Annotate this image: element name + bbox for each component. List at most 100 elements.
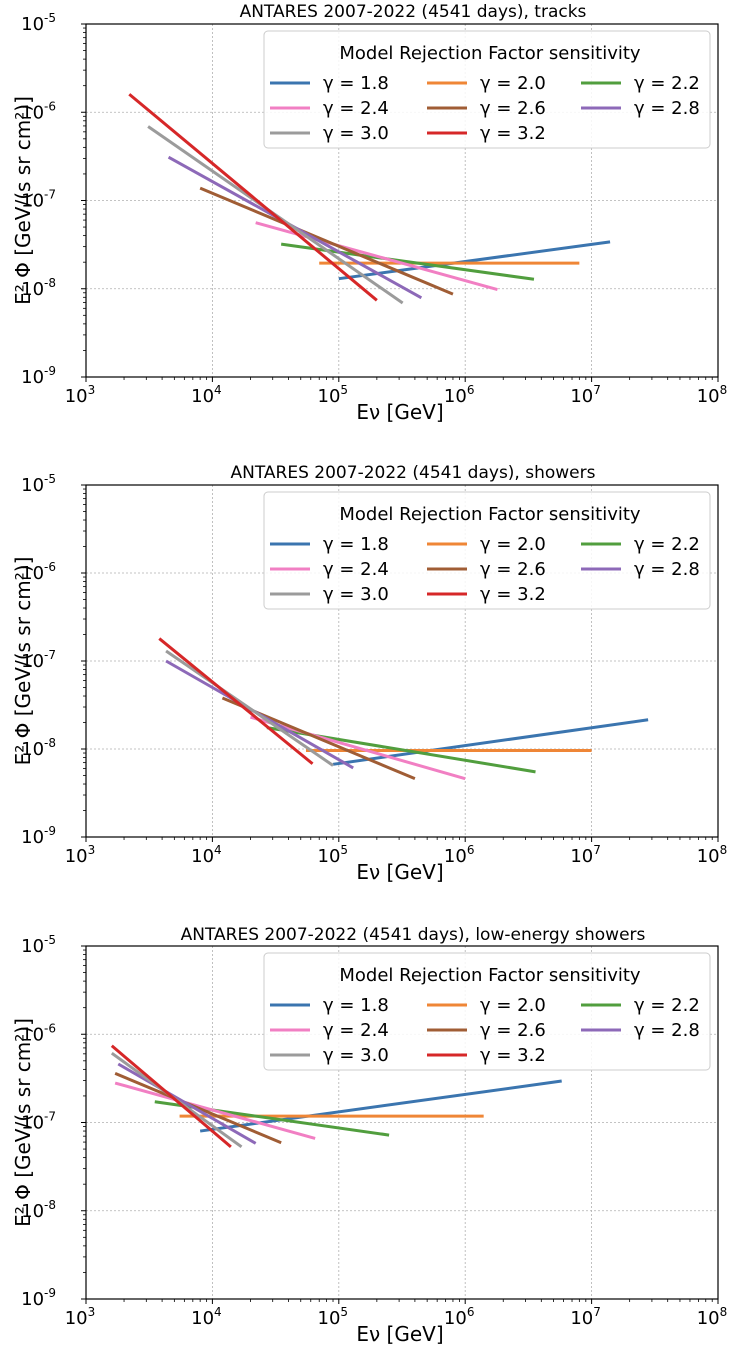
legend: Model Rejection Factor sensitivity γ = 1.… bbox=[263, 30, 711, 149]
y-tick-label: 10-5 bbox=[21, 11, 56, 35]
x-tick-label: 104 bbox=[191, 383, 222, 407]
showers-panel: ANTARES 2007-2022 (4541 days), showers 10… bbox=[11, 463, 727, 884]
legend-item: γ = 2.4 bbox=[270, 559, 389, 580]
series-group bbox=[128, 93, 611, 305]
series-line-gamma-3-0 bbox=[165, 649, 334, 767]
legend-item: γ = 2.6 bbox=[427, 98, 546, 119]
legend-item: γ = 3.0 bbox=[270, 123, 389, 144]
series-group bbox=[158, 637, 649, 781]
x-axis-label: Eν [GeV] bbox=[356, 860, 443, 884]
x-tick-label: 107 bbox=[570, 383, 601, 407]
series-line-gamma-1-8 bbox=[332, 718, 649, 766]
legend-label: γ = 1.8 bbox=[323, 73, 389, 94]
legend-label: γ = 2.4 bbox=[323, 98, 389, 119]
legend-label: γ = 1.8 bbox=[323, 534, 389, 555]
x-tick-label: 105 bbox=[318, 1305, 349, 1329]
series-line-gamma-3-2 bbox=[158, 637, 314, 765]
legend-label: γ = 2.4 bbox=[323, 559, 389, 580]
x-tick-label: 108 bbox=[697, 383, 728, 407]
x-axis-label: Eν [GeV] bbox=[356, 400, 443, 424]
series-line-gamma-2-2 bbox=[280, 242, 535, 281]
series-line-gamma-2-6 bbox=[114, 1072, 282, 1145]
x-tick-label: 105 bbox=[318, 843, 349, 867]
x-tick-label: 106 bbox=[444, 843, 475, 867]
x-tick-label: 104 bbox=[191, 843, 222, 867]
legend-label: γ = 1.8 bbox=[323, 995, 389, 1016]
series-line-gamma-2-6 bbox=[199, 186, 454, 296]
legend-item: γ = 2.6 bbox=[427, 1020, 546, 1041]
series-line-gamma-2-4 bbox=[250, 715, 466, 781]
legend-label: γ = 3.2 bbox=[480, 123, 546, 144]
x-tick-label: 106 bbox=[444, 383, 475, 407]
legend: Model Rejection Factor sensitivity γ = 1.… bbox=[263, 491, 711, 610]
legend-label: γ = 3.0 bbox=[323, 584, 389, 605]
series-line-gamma-2-4 bbox=[114, 1081, 316, 1140]
low-energy-showers-panel: ANTARES 2007-2022 (4541 days), low-energ… bbox=[11, 925, 727, 1346]
y-tick-label: 10-5 bbox=[21, 472, 56, 496]
x-tick-label: 105 bbox=[318, 383, 349, 407]
legend-label: γ = 2.2 bbox=[634, 73, 700, 94]
legend-title: Model Rejection Factor sensitivity bbox=[339, 504, 641, 525]
legend-item: γ = 2.2 bbox=[581, 995, 700, 1016]
y-axis-label: E² Φ [GeV/(s sr cm²)] bbox=[11, 557, 35, 766]
series-line-gamma-1-8 bbox=[338, 240, 611, 281]
chart-title: ANTARES 2007-2022 (4541 days), tracks bbox=[240, 2, 587, 22]
series-line-gamma-2-8 bbox=[117, 1062, 257, 1145]
legend-box bbox=[263, 30, 711, 149]
legend-label: γ = 2.2 bbox=[634, 995, 700, 1016]
legend-item: γ = 2.6 bbox=[427, 559, 546, 580]
tracks-panel: ANTARES 2007-2022 (4541 days), tracks 103… bbox=[11, 2, 727, 424]
legend-label: γ = 2.0 bbox=[480, 534, 546, 555]
legend-label: γ = 2.0 bbox=[480, 73, 546, 94]
legend-label: γ = 2.8 bbox=[634, 98, 700, 119]
series-line-gamma-3-2 bbox=[128, 93, 378, 302]
legend-label: γ = 2.6 bbox=[480, 98, 546, 119]
legend-label: γ = 3.2 bbox=[480, 584, 546, 605]
y-tick-label: 10-9 bbox=[21, 1286, 56, 1310]
x-tick-label: 103 bbox=[65, 1305, 96, 1329]
series-group bbox=[110, 1044, 562, 1149]
chart-title: ANTARES 2007-2022 (4541 days), low-energ… bbox=[181, 925, 646, 945]
legend-title: Model Rejection Factor sensitivity bbox=[339, 965, 641, 986]
x-tick-label: 107 bbox=[570, 1305, 601, 1329]
legend-item: γ = 2.8 bbox=[581, 98, 700, 119]
legend-label: γ = 2.4 bbox=[323, 1020, 389, 1041]
y-axis-label: E² Φ [GeV/(s sr cm²)] bbox=[11, 1018, 35, 1227]
x-tick-label: 106 bbox=[444, 1305, 475, 1329]
x-axis-label: Eν [GeV] bbox=[356, 1322, 443, 1346]
legend-item: γ = 3.0 bbox=[270, 1045, 389, 1066]
series-line-gamma-1-8 bbox=[199, 1079, 562, 1133]
legend-item: γ = 2.2 bbox=[581, 73, 700, 94]
legend-item: γ = 2.2 bbox=[581, 534, 700, 555]
legend-item: γ = 3.0 bbox=[270, 584, 389, 605]
legend: Model Rejection Factor sensitivity γ = 1.… bbox=[263, 952, 711, 1071]
legend-item: γ = 2.4 bbox=[270, 1020, 389, 1041]
legend-item: γ = 1.8 bbox=[270, 534, 389, 555]
x-tick-label: 108 bbox=[697, 1305, 728, 1329]
legend-item: γ = 2.0 bbox=[427, 534, 546, 555]
legend-label: γ = 3.2 bbox=[480, 1045, 546, 1066]
legend-box bbox=[263, 952, 711, 1071]
legend-label: γ = 2.2 bbox=[634, 534, 700, 555]
legend-item: γ = 1.8 bbox=[270, 995, 389, 1016]
legend-item: γ = 2.0 bbox=[427, 73, 546, 94]
legend-item: γ = 3.2 bbox=[427, 123, 546, 144]
x-tick-label: 104 bbox=[191, 1305, 222, 1329]
y-tick-label: 10-5 bbox=[21, 933, 56, 957]
x-tick-label: 107 bbox=[570, 843, 601, 867]
x-tick-label: 108 bbox=[697, 843, 728, 867]
y-tick-label: 10-9 bbox=[21, 364, 56, 388]
legend-box bbox=[263, 491, 711, 610]
legend-label: γ = 2.8 bbox=[634, 1020, 700, 1041]
legend-label: γ = 3.0 bbox=[323, 1045, 389, 1066]
legend-item: γ = 2.8 bbox=[581, 1020, 700, 1041]
legend-item: γ = 2.8 bbox=[581, 559, 700, 580]
legend-item: γ = 2.4 bbox=[270, 98, 389, 119]
legend-label: γ = 2.0 bbox=[480, 995, 546, 1016]
legend-label: γ = 2.6 bbox=[480, 1020, 546, 1041]
chart-title: ANTARES 2007-2022 (4541 days), showers bbox=[231, 463, 596, 483]
legend-label: γ = 2.8 bbox=[634, 559, 700, 580]
legend-item: γ = 3.2 bbox=[427, 584, 546, 605]
legend-label: γ = 2.6 bbox=[480, 559, 546, 580]
